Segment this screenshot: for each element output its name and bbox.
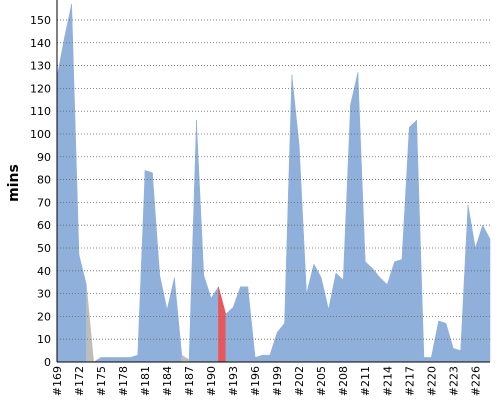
area-segment (115, 357, 124, 363)
area-segment (71, 3, 80, 363)
area-segment (423, 357, 432, 363)
area-segment (100, 357, 109, 363)
y-tick-label: 0 (44, 356, 51, 369)
y-tick-label: 90 (37, 151, 51, 164)
x-tick-label: #196 (249, 366, 262, 396)
x-tick-label: #181 (139, 366, 152, 396)
x-tick-label: #193 (227, 366, 240, 396)
y-tick-label: 30 (37, 288, 51, 301)
area-segment (122, 357, 131, 363)
area-segment (181, 354, 190, 363)
area-segment (210, 285, 219, 363)
y-tick-label: 20 (37, 310, 51, 323)
area-segment (298, 145, 307, 363)
x-tick-label: #220 (425, 366, 438, 396)
area-segment (409, 119, 417, 363)
area-segment (137, 170, 146, 363)
area-segment (291, 74, 300, 363)
x-tick-label: #190 (205, 366, 218, 396)
x-tick-label: #226 (469, 366, 482, 396)
y-tick-label: 100 (30, 128, 51, 141)
x-tick-label: #214 (381, 366, 394, 396)
y-tick-label: 60 (37, 219, 51, 232)
area-segment (342, 104, 351, 363)
area-segment (166, 277, 175, 363)
x-tick-label: #169 (51, 366, 64, 396)
area-segment (284, 74, 293, 363)
area-segment (357, 72, 366, 363)
area-segment (460, 204, 469, 363)
x-tick-label: #205 (315, 366, 328, 396)
area-segment (159, 275, 168, 363)
area-segment (467, 204, 476, 363)
area-segment (218, 286, 227, 363)
area-segment (203, 275, 212, 363)
area-segment (364, 261, 373, 363)
area-segment (453, 347, 461, 363)
area-segment (247, 286, 256, 363)
y-tick-label: 40 (37, 265, 51, 278)
x-tick-label: #172 (73, 366, 86, 396)
area-segment (320, 277, 329, 363)
y-tick-label: 70 (37, 196, 51, 209)
area-segment (152, 172, 160, 363)
area-segment (56, 38, 65, 363)
x-tick-label: #202 (293, 366, 306, 396)
area-segment (276, 322, 285, 363)
area-segment (431, 320, 439, 363)
x-tick-label: #208 (337, 366, 350, 396)
y-axis-label: mins (6, 164, 22, 202)
y-tick-label: 10 (37, 333, 51, 346)
area-segment (108, 357, 116, 363)
area-segment (445, 323, 454, 363)
x-tick-label: #217 (403, 366, 416, 396)
x-tick-label: #175 (95, 366, 108, 396)
y-tick-label: 80 (37, 174, 51, 187)
area-segment (379, 277, 388, 363)
area-segment (130, 354, 138, 363)
area-segment (196, 120, 205, 363)
x-tick-label: #223 (447, 366, 460, 396)
area-segment (262, 354, 271, 363)
y-tick-label: 140 (30, 37, 51, 50)
area-segment (438, 320, 447, 363)
y-tick-label: 150 (30, 14, 51, 27)
x-tick-label: #199 (271, 366, 284, 396)
area-segment (394, 259, 403, 363)
area-segment (232, 286, 241, 363)
area-segment (92, 356, 102, 363)
y-tick-label: 120 (30, 82, 51, 95)
x-tick-label: #211 (359, 366, 372, 396)
area-segment (78, 254, 87, 363)
area-segment (401, 127, 410, 363)
area-segment (306, 263, 315, 363)
x-tick-label: #178 (117, 366, 130, 396)
y-tick-label: 50 (37, 242, 51, 255)
area-segment (254, 354, 263, 363)
y-tick-label: 110 (30, 105, 51, 118)
area-segment (269, 332, 278, 363)
area-segment (335, 272, 344, 363)
area-segment (64, 3, 72, 363)
area-segment (86, 284, 94, 363)
area-segment (240, 286, 249, 363)
area-segment (387, 261, 395, 363)
area-segment (328, 273, 337, 363)
area-segment (225, 306, 234, 363)
area-segment (313, 263, 322, 363)
area-segment (144, 170, 153, 363)
area-segment (475, 225, 483, 363)
area-segment (372, 267, 381, 363)
area-segment (174, 277, 183, 363)
x-tick-label: #184 (161, 366, 174, 396)
y-tick-label: 130 (30, 60, 51, 73)
area-segment (350, 72, 359, 363)
x-tick-label: #187 (183, 366, 196, 396)
